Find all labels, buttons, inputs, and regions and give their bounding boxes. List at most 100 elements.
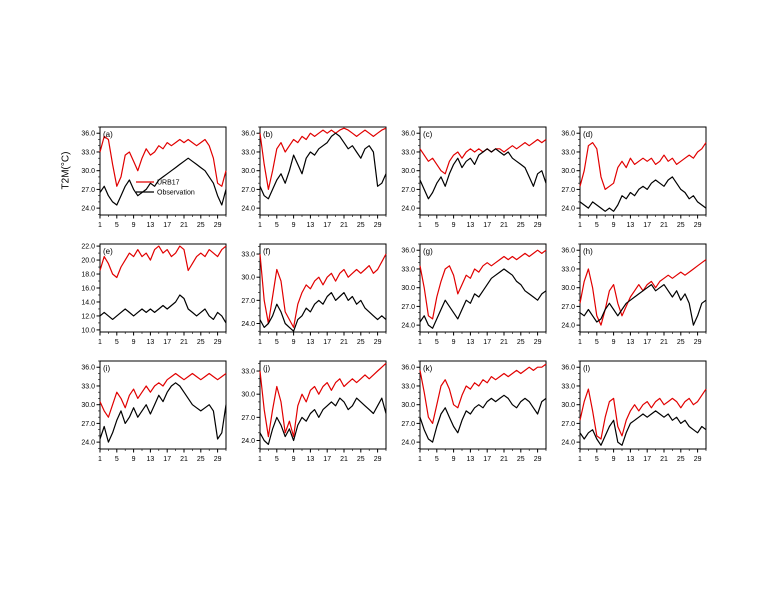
- x-tick-label: 17: [483, 456, 491, 461]
- series-line-observation: [419, 394, 547, 443]
- plot-frame: [259, 360, 387, 450]
- chart-panel-k: 24.0 27.0 30.0 33.0 36.0 1 5 9 13 17 21 25 29 (k): [401, 360, 547, 461]
- x-tick-label: 9: [132, 222, 136, 227]
- legend-label-urb17: URB17: [157, 180, 180, 187]
- chart-panel-i: 24.0 27.0 30.0 33.0 36.0 1 5 9 13 17 21 25 29 (i): [81, 360, 227, 461]
- panel-label: (l): [583, 364, 590, 373]
- chart-panel-a: 24.0 27.0 30.0 33.0 36.0 1 5 9 13 17 21 25 29 (a) URB1…: [81, 126, 227, 227]
- x-tick-label: 17: [643, 222, 651, 227]
- y-tick-label: 30.0: [241, 168, 255, 175]
- panel-label: (g): [423, 247, 433, 256]
- series-line-urb17: [579, 259, 707, 326]
- x-tick-label: 5: [435, 339, 439, 344]
- x-tick-label: 9: [612, 456, 616, 461]
- x-tick-label: 29: [214, 339, 222, 344]
- x-tick-label: 17: [483, 339, 491, 344]
- panel-label: (b): [263, 130, 273, 139]
- x-tick-label: 25: [357, 222, 365, 227]
- plot-frame: [99, 360, 227, 450]
- y-tick-label: 36.0: [401, 248, 415, 255]
- y-tick-label: 24.0: [401, 440, 415, 447]
- series-line-urb17: [419, 138, 547, 175]
- y-tick-label: 30.0: [401, 285, 415, 292]
- series-line-urb17: [579, 388, 707, 440]
- x-tick-label: 21: [500, 456, 508, 461]
- x-tick-label: 29: [214, 222, 222, 227]
- x-tick-label: 25: [197, 339, 205, 344]
- x-tick-label: 21: [340, 339, 348, 344]
- x-tick-label: 25: [517, 339, 525, 344]
- y-tick-label: 30.0: [81, 168, 95, 175]
- x-tick-label: 29: [534, 339, 542, 344]
- plot-frame: [259, 126, 387, 216]
- plot-frame: [579, 126, 707, 216]
- y-tick-label: 24.0: [401, 323, 415, 330]
- y-tick-label: 30.0: [401, 168, 415, 175]
- x-tick-label: 5: [595, 339, 599, 344]
- x-tick-label: 9: [612, 222, 616, 227]
- chart-panel-h: 24.0 27.0 30.0 33.0 36.0 1 5 9 13 17 21 25 29 (h): [561, 243, 707, 344]
- x-tick-label: 29: [694, 456, 702, 461]
- y-tick-label: 27.0: [561, 421, 575, 428]
- x-tick-label: 13: [307, 339, 315, 344]
- x-tick-label: 9: [132, 339, 136, 344]
- y-tick-label: 36.0: [81, 365, 95, 372]
- y-tick-label: 24.0: [401, 206, 415, 213]
- plot-frame: [99, 243, 227, 333]
- x-tick-label: 17: [323, 456, 331, 461]
- x-tick-label: 5: [275, 456, 279, 461]
- x-tick-label: 5: [435, 456, 439, 461]
- x-tick-label: 25: [517, 222, 525, 227]
- y-tick-label: 30.0: [561, 285, 575, 292]
- chart-panel-f: 24.0 27.0 30.0 33.0 1 5 9 13 17 21 25 29 (f): [241, 243, 387, 344]
- y-tick-label: 20.0: [81, 258, 95, 265]
- y-tick-label: 33.0: [241, 369, 255, 376]
- x-tick-label: 21: [500, 339, 508, 344]
- x-tick-label: 9: [292, 456, 296, 461]
- series-line-urb17: [99, 245, 227, 279]
- x-tick-label: 13: [467, 222, 475, 227]
- x-tick-label: 29: [374, 456, 382, 461]
- x-tick-label: 21: [660, 456, 668, 461]
- y-tick-label: 30.0: [81, 402, 95, 409]
- x-tick-label: 17: [163, 456, 171, 461]
- x-tick-label: 13: [147, 222, 155, 227]
- y-tick-label: 30.0: [401, 402, 415, 409]
- plot-frame: [259, 243, 387, 333]
- x-tick-label: 5: [115, 456, 119, 461]
- series-line-urb17: [259, 253, 387, 329]
- panel-label: (f): [263, 247, 271, 256]
- series-line-urb17: [99, 372, 227, 418]
- chart-panel-e: 10.0 12.0 14.0 16.0 18.0 20.0 22.0 1 5 9 13 17 21 25 2…: [81, 243, 227, 344]
- series-line-urb17: [419, 363, 547, 425]
- x-tick-label: 1: [258, 339, 262, 344]
- x-tick-label: 21: [660, 339, 668, 344]
- y-tick-label: 24.0: [81, 440, 95, 447]
- y-tick-label: 12.0: [81, 313, 95, 320]
- y-tick-label: 33.0: [561, 383, 575, 390]
- chart-panel-d: 24.0 27.0 30.0 33.0 36.0 1 5 9 13 17 21 25 29 (d): [561, 126, 707, 227]
- x-tick-label: 1: [98, 222, 102, 227]
- x-tick-label: 13: [307, 456, 315, 461]
- x-tick-label: 9: [452, 222, 456, 227]
- x-tick-label: 1: [98, 339, 102, 344]
- chart-panel-b: 24.0 27.0 30.0 33.0 36.0 1 5 9 13 17 21 25 29 (b): [241, 126, 387, 227]
- y-tick-label: 30.0: [241, 275, 255, 282]
- y-tick-label: 33.0: [81, 149, 95, 156]
- x-tick-label: 9: [292, 339, 296, 344]
- y-tick-label: 27.0: [241, 187, 255, 194]
- x-tick-label: 1: [98, 456, 102, 461]
- y-tick-label: 33.0: [241, 149, 255, 156]
- y-tick-label: 36.0: [81, 131, 95, 138]
- series-line-observation: [259, 291, 387, 332]
- y-tick-label: 36.0: [401, 365, 415, 372]
- x-tick-label: 5: [595, 222, 599, 227]
- y-tick-label: 24.0: [561, 323, 575, 330]
- panel-label: (i): [103, 364, 110, 373]
- series-line-urb17: [259, 362, 387, 438]
- x-tick-label: 29: [694, 339, 702, 344]
- x-tick-label: 13: [627, 456, 635, 461]
- series-line-urb17: [99, 135, 227, 187]
- x-tick-label: 9: [452, 456, 456, 461]
- x-tick-label: 25: [677, 456, 685, 461]
